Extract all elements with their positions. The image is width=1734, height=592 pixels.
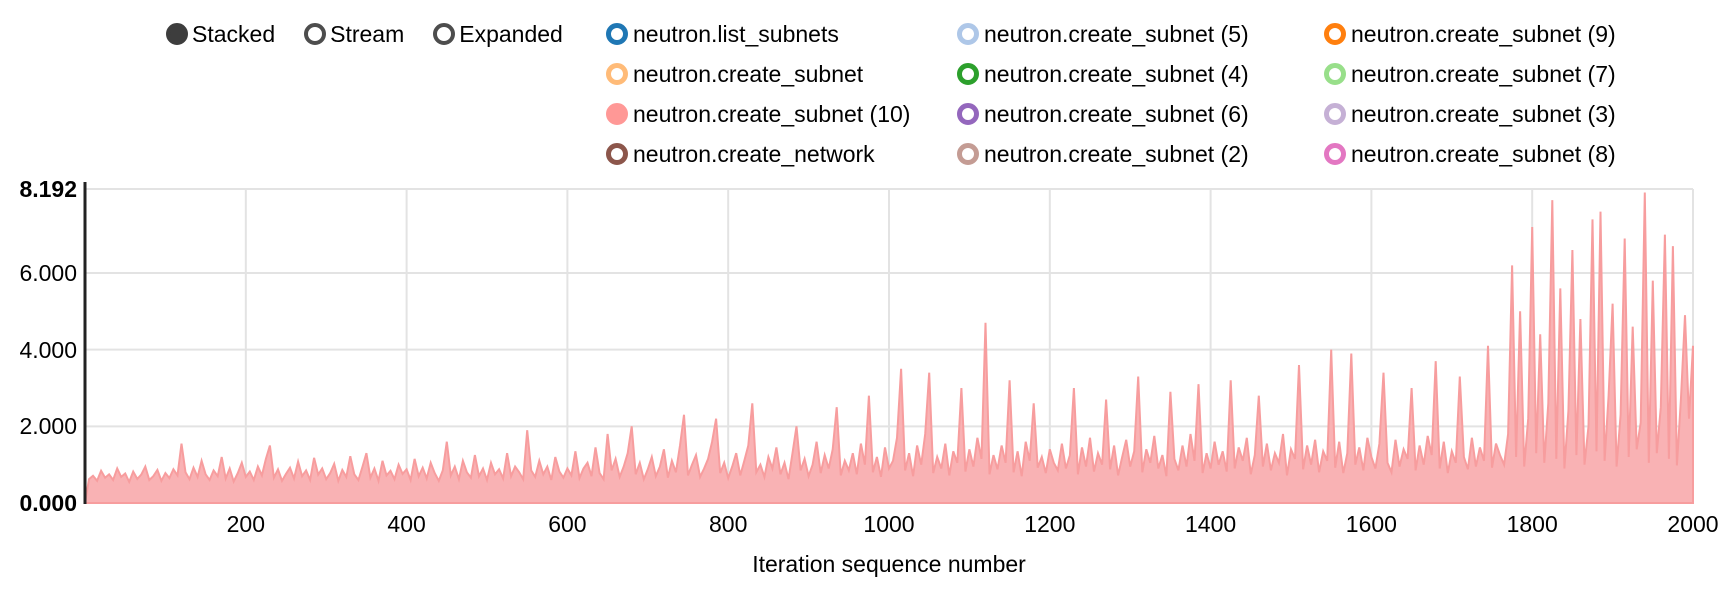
legend-swatch-icon[interactable] [957,63,979,85]
legend-item-label: neutron.create_subnet (4) [984,60,1249,87]
x-tick-label: 1600 [1345,511,1397,537]
legend-swatch-icon[interactable] [606,63,628,85]
legend-column: neutron.create_subnet (9) neutron.create_… [1324,14,1616,174]
radio-circle-icon[interactable] [166,23,188,45]
legend-item-label: neutron.create_subnet [633,60,864,87]
legend-item[interactable]: neutron.create_subnet (10) [606,94,910,134]
legend-item-label: neutron.create_subnet (6) [984,100,1249,127]
y-tick-label: 6.000 [19,260,77,287]
radio-circle-icon[interactable] [304,23,327,45]
radio-circle-icon[interactable] [433,23,456,45]
legend-column: neutron.list_subnets neutron.create_subne… [606,14,910,174]
mode-radio-label: Expanded [459,20,563,47]
legend-item[interactable]: neutron.create_network [606,134,910,174]
legend-swatch-icon[interactable] [606,23,628,45]
x-tick-label: 200 [226,511,265,537]
x-tick-label: 600 [548,511,587,537]
legend-swatch-icon[interactable] [606,143,628,165]
x-tick-label: 400 [387,511,426,537]
legend-item[interactable]: neutron.create_subnet (3) [1324,94,1616,134]
chart-mode-controls: Stacked Stream Expanded [166,14,563,54]
x-tick-label: 1200 [1024,511,1076,537]
legend-swatch-icon[interactable] [1324,103,1346,125]
legend-item-label: neutron.create_subnet (2) [984,140,1249,167]
legend-item-label: neutron.create_network [633,140,875,167]
x-tick-label: 1800 [1506,511,1558,537]
legend-item[interactable]: neutron.create_subnet (6) [957,94,1249,134]
x-tick-label: 1400 [1185,511,1237,537]
legend-swatch-icon[interactable] [957,143,979,165]
legend-item[interactable]: neutron.create_subnet (5) [957,14,1249,54]
legend-item[interactable]: neutron.create_subnet (2) [957,134,1249,174]
legend-swatch-icon[interactable] [957,23,979,45]
mode-radio-label: Stacked [192,20,276,47]
legend-swatch-icon[interactable] [957,103,979,125]
legend-item[interactable]: neutron.create_subnet (4) [957,54,1249,94]
y-tick-label: 2.000 [19,413,77,440]
legend-swatch-icon[interactable] [1324,143,1346,165]
legend-item[interactable]: neutron.create_subnet (7) [1324,54,1616,94]
mode-radio-stream[interactable]: Stream [304,20,405,47]
legend-item[interactable]: neutron.create_subnet [606,54,910,94]
y-tick-label: 0.000 [19,490,77,516]
legend-item-label: neutron.create_subnet (3) [1351,100,1616,127]
area-series-neutron-create-subnet-10[interactable] [83,192,1694,504]
y-tick-label: 4.000 [19,336,77,363]
legend-item-label: neutron.create_subnet (7) [1351,60,1616,87]
x-tick-label: 800 [709,511,748,537]
x-tick-label: 2000 [1667,511,1719,537]
legend-item[interactable]: neutron.create_subnet (8) [1324,134,1616,174]
legend-column: neutron.create_subnet (5) neutron.create_… [957,14,1249,174]
y-tick-label: 8.192 [19,176,77,202]
mode-radio-expanded[interactable]: Expanded [433,20,563,47]
legend-item-label: neutron.create_subnet (10) [633,100,911,127]
legend-swatch-icon[interactable] [1324,23,1346,45]
x-axis-title: Iteration sequence number [752,551,1026,577]
legend-item[interactable]: neutron.list_subnets [606,14,910,54]
legend-item-label: neutron.create_subnet (5) [984,20,1249,47]
mode-radio-label: Stream [330,20,405,47]
legend-item-label: neutron.create_subnet (9) [1351,20,1616,47]
mode-radio-stacked[interactable]: Stacked [166,20,276,47]
x-tick-label: 1000 [863,511,915,537]
legend-item-label: neutron.create_subnet (8) [1351,140,1616,167]
legend-swatch-icon[interactable] [606,103,628,125]
legend-item-label: neutron.list_subnets [633,20,839,47]
legend-swatch-icon[interactable] [1324,63,1346,85]
legend-item[interactable]: neutron.create_subnet (9) [1324,14,1616,54]
